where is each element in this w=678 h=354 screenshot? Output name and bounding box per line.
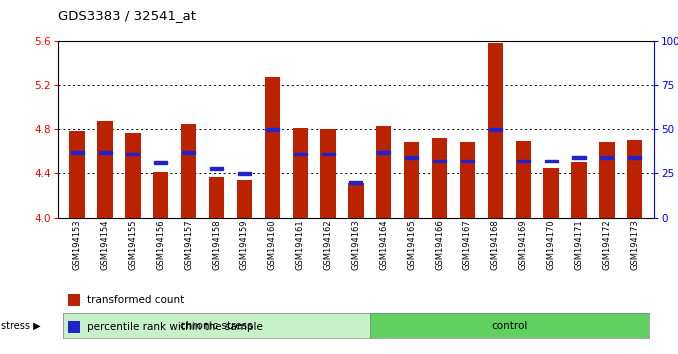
Bar [599, 142, 614, 218]
Bar [487, 43, 503, 218]
Bar [209, 177, 224, 218]
Bar [98, 151, 112, 154]
Bar [432, 138, 447, 218]
Bar [321, 153, 334, 155]
Bar [71, 151, 83, 154]
Bar [544, 160, 557, 162]
Bar [237, 180, 252, 218]
Bar [182, 151, 195, 154]
Bar [627, 140, 643, 218]
Bar [210, 167, 223, 170]
Bar [433, 160, 446, 162]
Bar [321, 129, 336, 218]
Bar [153, 172, 168, 218]
Text: chronic stress: chronic stress [180, 321, 253, 331]
Bar [376, 126, 391, 218]
Bar [378, 151, 391, 154]
Bar [405, 156, 418, 159]
Bar [349, 181, 363, 184]
Bar [264, 77, 280, 218]
Bar [572, 156, 586, 159]
Bar [98, 121, 113, 218]
Bar [629, 156, 641, 159]
Bar [266, 128, 279, 131]
Bar [69, 131, 85, 218]
Bar [572, 162, 586, 218]
Bar [489, 128, 502, 131]
Bar [404, 142, 420, 218]
Text: control: control [491, 321, 527, 331]
Bar [155, 161, 167, 164]
Bar [126, 153, 140, 155]
Bar [544, 168, 559, 218]
Bar [461, 160, 474, 162]
Bar [515, 141, 531, 218]
Bar [292, 128, 308, 218]
Bar [460, 142, 475, 218]
Bar [517, 160, 530, 162]
Bar [238, 172, 251, 175]
Bar [600, 156, 614, 159]
Bar [348, 183, 363, 218]
Text: transformed count: transformed count [87, 295, 184, 305]
Bar [181, 124, 197, 218]
Bar [294, 153, 306, 155]
Text: percentile rank within the sample: percentile rank within the sample [87, 322, 262, 332]
Bar [125, 132, 140, 218]
Text: stress ▶: stress ▶ [1, 321, 41, 331]
Text: GDS3383 / 32541_at: GDS3383 / 32541_at [58, 9, 196, 22]
